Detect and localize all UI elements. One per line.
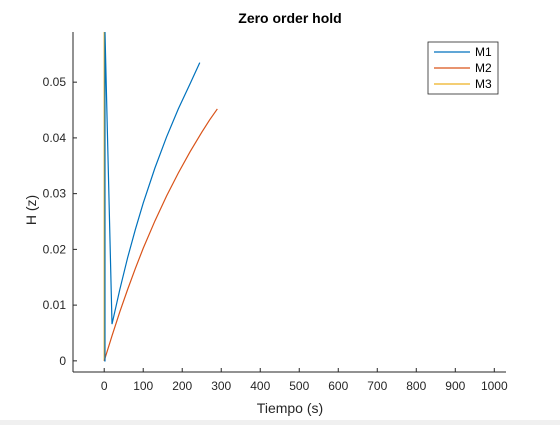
- legend-label-m1: M1: [475, 45, 492, 59]
- x-tick-label: 700: [367, 379, 387, 393]
- x-tick-label: 800: [406, 379, 426, 393]
- x-tick-label: 900: [445, 379, 465, 393]
- y-tick-label: 0: [59, 354, 66, 368]
- series-group: [103, 32, 218, 362]
- y-tick-label: 0.04: [43, 131, 67, 145]
- y-axis-label: H (z): [23, 195, 39, 225]
- x-tick-label: 300: [211, 379, 231, 393]
- y-tick-label: 0.03: [43, 187, 67, 201]
- legend-label-m3: M3: [475, 77, 492, 91]
- x-tick-label: 500: [289, 379, 309, 393]
- x-tick-label: 1000: [481, 379, 508, 393]
- y-tick-label: 0.02: [43, 242, 67, 256]
- y-tick-label: 0.05: [43, 75, 67, 89]
- plot-area: 0 100 200 300 400 500 600 700 800 900 1000 0 0.01 0.0…: [43, 32, 508, 393]
- series-line-m1: [104, 32, 201, 362]
- x-tick-label: 600: [328, 379, 348, 393]
- legend-label-m2: M2: [475, 61, 492, 75]
- legend: M1 M2 M3: [427, 41, 499, 95]
- x-tick-label: 400: [250, 379, 270, 393]
- x-axis-label: Tiempo (s): [257, 400, 323, 416]
- x-tick-label: 100: [133, 379, 153, 393]
- series-line-m2: [103, 108, 218, 362]
- y-tick-label: 0.01: [43, 298, 67, 312]
- chart-title: Zero order hold: [238, 10, 341, 26]
- x-tick-label: 0: [101, 379, 108, 393]
- x-tick-label: 200: [172, 379, 192, 393]
